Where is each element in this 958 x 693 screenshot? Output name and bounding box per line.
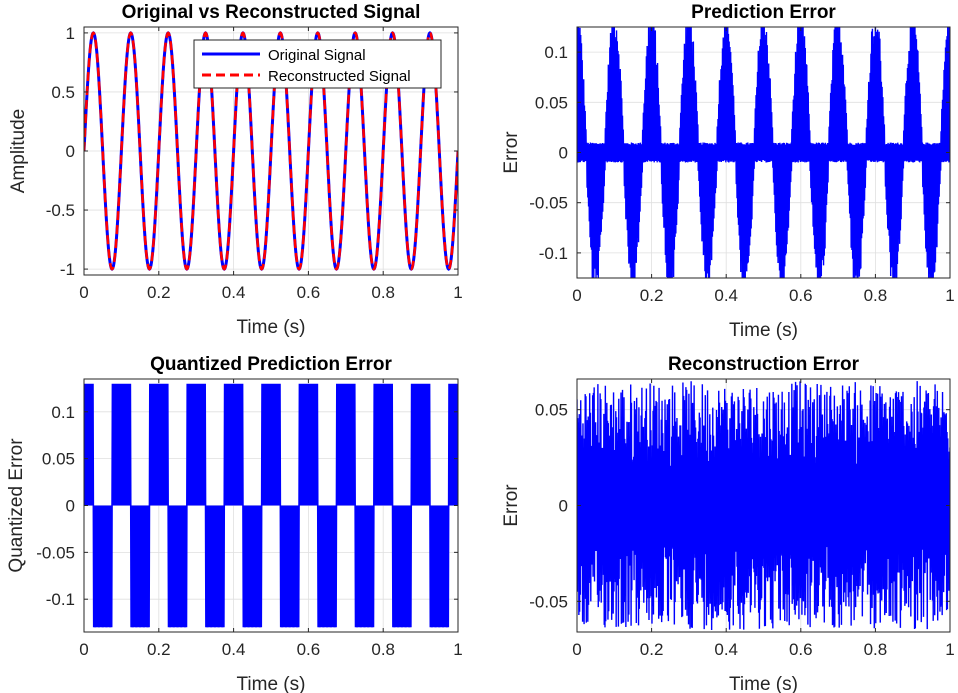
y-axis-label: Error bbox=[501, 484, 522, 527]
x-tick-label: 0 bbox=[79, 640, 88, 659]
ticks: 0 0.2 0.4 0.6 0.8 1 -1 -0.5 0 0.5 1 bbox=[46, 24, 463, 302]
y-tick-label: -0.5 bbox=[46, 201, 75, 220]
legend: Original Signal Reconstructed Signal bbox=[193, 39, 442, 89]
chart-title: Prediction Error bbox=[691, 2, 836, 23]
data-area bbox=[577, 27, 950, 278]
y-axis-label: Amplitude bbox=[8, 109, 29, 194]
y-tick-label: 0.1 bbox=[544, 43, 568, 62]
y-tick-label: 0 bbox=[559, 497, 568, 516]
x-tick-label: 0 bbox=[79, 283, 88, 302]
y-tick-label: 0.1 bbox=[51, 403, 75, 422]
series-quantized-error bbox=[84, 383, 458, 628]
y-tick-label: -0.1 bbox=[46, 590, 75, 609]
x-tick-label: 0.8 bbox=[371, 283, 395, 302]
x-axis-label: Time (s) bbox=[729, 674, 798, 693]
x-tick-label: 0.4 bbox=[222, 640, 246, 659]
x-tick-label: 0.8 bbox=[864, 286, 888, 305]
y-tick-label: -0.05 bbox=[36, 543, 75, 562]
x-tick-label: 1 bbox=[945, 286, 954, 305]
ticks: 0 0.2 0.4 0.6 0.8 1 -0.05 0 0.05 bbox=[529, 379, 955, 659]
x-tick-label: 1 bbox=[945, 640, 954, 659]
chart-title: Quantized Prediction Error bbox=[150, 354, 392, 375]
y-tick-label: -0.05 bbox=[529, 592, 568, 611]
series-prediction-error bbox=[577, 27, 950, 278]
ticks: 0 0.2 0.4 0.6 0.8 1 -0.1 -0.05 0 0.05 0.1 bbox=[529, 27, 955, 305]
legend-label: Original Signal bbox=[268, 47, 366, 64]
subplot-p4: 0 0.2 0.4 0.6 0.8 1 -0.05 0 0.05 Reconstruction E… bbox=[501, 354, 955, 693]
y-tick-label: 0 bbox=[66, 497, 75, 516]
y-tick-label: 0.5 bbox=[51, 83, 75, 102]
y-tick-label: 0.05 bbox=[535, 93, 568, 112]
y-axis-label: Quantized Error bbox=[6, 438, 27, 573]
legend-label: Reconstructed Signal bbox=[268, 68, 411, 85]
ticks: 0 0.2 0.4 0.6 0.8 1 -0.1 -0.05 0 0.05 0.1 bbox=[36, 379, 463, 659]
subplot-p3: 0 0.2 0.4 0.6 0.8 1 -0.1 -0.05 0 0.05 0.1 Quantized… bbox=[6, 354, 463, 693]
x-tick-label: 0.4 bbox=[714, 640, 738, 659]
y-tick-label: -0.1 bbox=[539, 244, 568, 263]
x-tick-label: 0.6 bbox=[789, 286, 813, 305]
subplot-p2: 0 0.2 0.4 0.6 0.8 1 -0.1 -0.05 0 0.05 0.1 Predictio… bbox=[501, 2, 955, 341]
x-tick-label: 1 bbox=[453, 283, 462, 302]
x-tick-label: 0.8 bbox=[864, 640, 888, 659]
y-tick-label: 0.05 bbox=[535, 401, 568, 420]
x-tick-label: 0.2 bbox=[640, 286, 664, 305]
data-area bbox=[84, 383, 458, 628]
x-tick-label: 0.6 bbox=[297, 640, 321, 659]
x-tick-label: 0.6 bbox=[789, 640, 813, 659]
y-tick-label: 1 bbox=[66, 24, 75, 43]
y-axis-label: Error bbox=[501, 131, 522, 174]
x-tick-label: 0.6 bbox=[297, 283, 321, 302]
x-tick-label: 0.8 bbox=[371, 640, 395, 659]
chart-title: Reconstruction Error bbox=[668, 354, 860, 375]
x-tick-label: 0.4 bbox=[222, 283, 246, 302]
data-area bbox=[577, 381, 950, 631]
x-tick-label: 0.2 bbox=[147, 640, 171, 659]
x-tick-label: 0 bbox=[572, 640, 581, 659]
x-axis-label: Time (s) bbox=[237, 674, 306, 693]
y-tick-label: 0.05 bbox=[42, 450, 75, 469]
x-tick-label: 0 bbox=[572, 286, 581, 305]
x-axis-label: Time (s) bbox=[237, 317, 306, 338]
y-tick-label: 0 bbox=[559, 144, 568, 163]
chart-title: Original vs Reconstructed Signal bbox=[122, 2, 421, 23]
series-reconstruction-error bbox=[577, 381, 950, 631]
x-tick-label: 0.2 bbox=[147, 283, 171, 302]
legend-box bbox=[193, 39, 442, 89]
y-tick-label: -1 bbox=[60, 260, 75, 279]
subplot-p1: 0 0.2 0.4 0.6 0.8 1 -1 -0.5 0 0.5 1 Original vs Rec… bbox=[8, 2, 463, 338]
y-tick-label: -0.05 bbox=[529, 194, 568, 213]
x-axis-label: Time (s) bbox=[729, 320, 798, 341]
x-tick-label: 0.2 bbox=[640, 640, 664, 659]
y-tick-label: 0 bbox=[66, 142, 75, 161]
x-tick-label: 1 bbox=[453, 640, 462, 659]
x-tick-label: 0.4 bbox=[714, 286, 738, 305]
